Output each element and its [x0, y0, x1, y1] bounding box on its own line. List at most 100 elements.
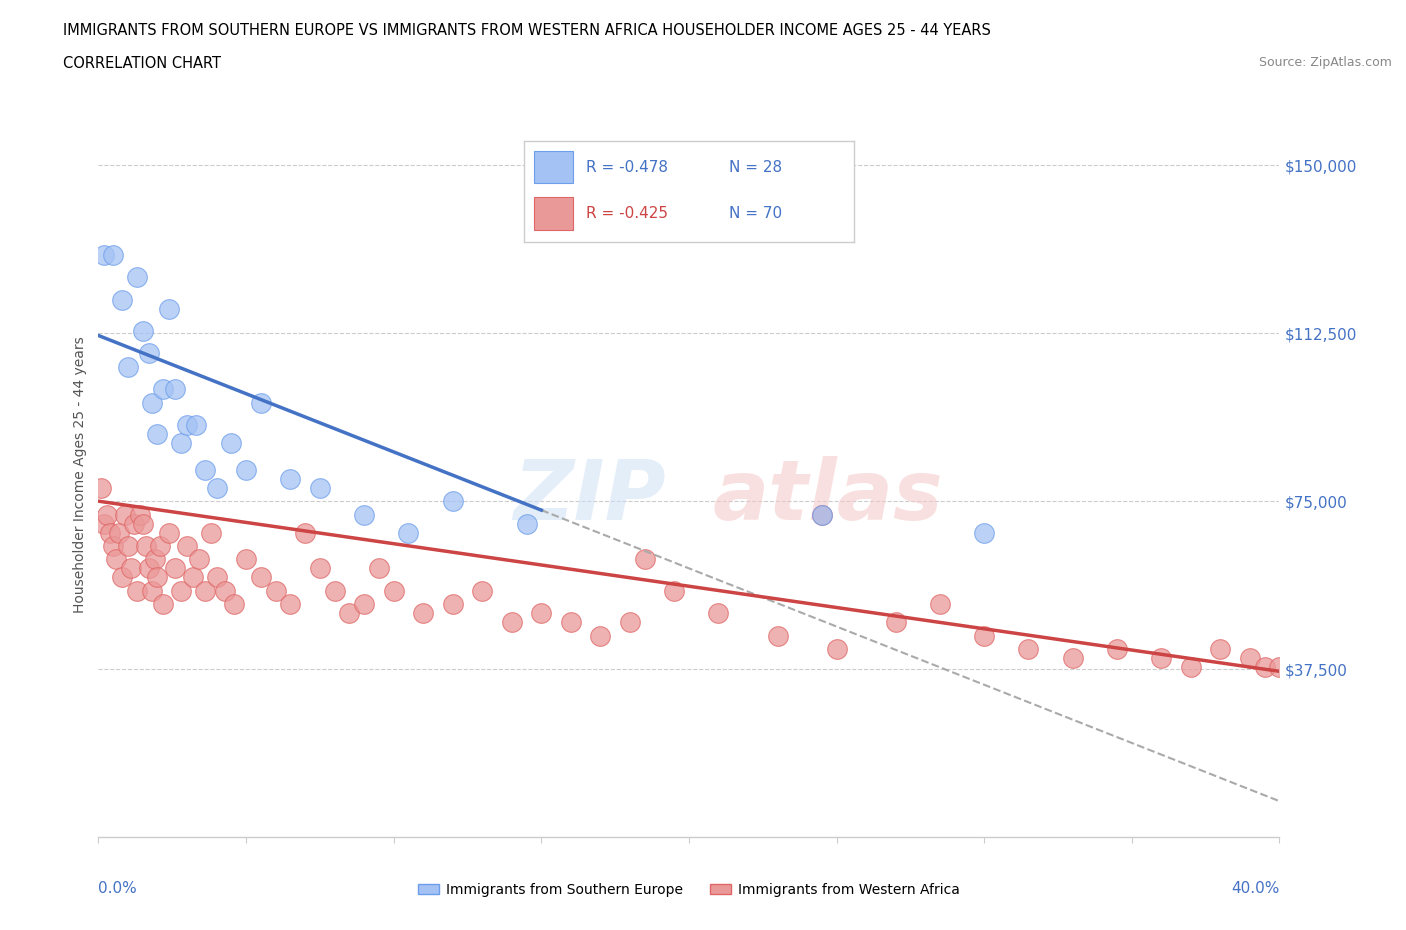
- Point: [884, 615, 907, 630]
- Point: [135, 538, 157, 553]
- Point: [93, 247, 115, 262]
- Point: [1062, 650, 1084, 665]
- Point: [530, 605, 553, 620]
- Point: [132, 516, 155, 531]
- Point: [1268, 659, 1291, 674]
- Point: [103, 538, 125, 553]
- Point: [187, 551, 209, 566]
- Point: [1239, 650, 1261, 665]
- Point: [235, 462, 257, 477]
- Point: [108, 525, 131, 540]
- Point: [111, 292, 134, 307]
- Point: [1180, 659, 1202, 674]
- Point: [471, 583, 494, 598]
- Point: [309, 561, 332, 576]
- Text: 0.0%: 0.0%: [98, 881, 138, 896]
- Point: [143, 551, 166, 566]
- Point: [96, 507, 118, 522]
- Text: atlas: atlas: [713, 456, 943, 537]
- Point: [181, 570, 204, 585]
- Point: [398, 525, 420, 540]
- Point: [382, 583, 405, 598]
- Point: [176, 418, 198, 432]
- Point: [250, 395, 273, 410]
- Y-axis label: Householder Income Ages 25 - 44 years: Householder Income Ages 25 - 44 years: [73, 336, 87, 613]
- Point: [122, 516, 145, 531]
- Point: [141, 395, 163, 410]
- Point: [103, 247, 125, 262]
- Point: [929, 597, 952, 612]
- Point: [264, 583, 287, 598]
- Text: 40.0%: 40.0%: [1232, 881, 1279, 896]
- Point: [105, 551, 128, 566]
- Point: [114, 507, 136, 522]
- Point: [353, 597, 375, 612]
- Point: [825, 642, 848, 657]
- Point: [93, 516, 115, 531]
- Point: [138, 561, 160, 576]
- Point: [1107, 642, 1129, 657]
- Point: [707, 605, 730, 620]
- Point: [811, 507, 834, 522]
- Point: [973, 525, 995, 540]
- Point: [146, 427, 169, 442]
- Point: [221, 435, 243, 450]
- Point: [516, 516, 538, 531]
- Point: [214, 583, 236, 598]
- Point: [441, 494, 464, 509]
- Point: [280, 597, 302, 612]
- Point: [205, 570, 228, 585]
- Point: [176, 538, 198, 553]
- Point: [973, 628, 995, 643]
- Point: [165, 382, 187, 397]
- Point: [152, 382, 174, 397]
- Point: [589, 628, 612, 643]
- Point: [323, 583, 346, 598]
- Point: [619, 615, 641, 630]
- Legend: Immigrants from Southern Europe, Immigrants from Western Africa: Immigrants from Southern Europe, Immigra…: [412, 878, 966, 903]
- Point: [200, 525, 222, 540]
- Point: [138, 346, 160, 361]
- Point: [111, 570, 134, 585]
- Point: [560, 615, 582, 630]
- Point: [205, 480, 228, 495]
- Point: [125, 583, 148, 598]
- Point: [368, 561, 391, 576]
- Point: [339, 605, 361, 620]
- Point: [194, 583, 217, 598]
- Text: IMMIGRANTS FROM SOUTHERN EUROPE VS IMMIGRANTS FROM WESTERN AFRICA HOUSEHOLDER IN: IMMIGRANTS FROM SOUTHERN EUROPE VS IMMIG…: [63, 23, 991, 38]
- Text: CORRELATION CHART: CORRELATION CHART: [63, 56, 221, 71]
- Point: [157, 301, 180, 316]
- Point: [98, 525, 121, 540]
- Point: [149, 538, 172, 553]
- Point: [165, 561, 187, 576]
- Point: [634, 551, 657, 566]
- Text: Source: ZipAtlas.com: Source: ZipAtlas.com: [1258, 56, 1392, 69]
- Point: [194, 462, 217, 477]
- Point: [132, 324, 155, 339]
- Point: [128, 507, 150, 522]
- Point: [125, 270, 148, 285]
- Point: [170, 583, 193, 598]
- Point: [170, 435, 193, 450]
- Point: [501, 615, 523, 630]
- Point: [294, 525, 316, 540]
- Point: [441, 597, 464, 612]
- Point: [235, 551, 257, 566]
- Point: [412, 605, 434, 620]
- Point: [224, 597, 246, 612]
- Point: [811, 507, 834, 522]
- Point: [184, 418, 207, 432]
- Point: [353, 507, 375, 522]
- Point: [120, 561, 142, 576]
- Text: ZIP: ZIP: [513, 456, 665, 537]
- Point: [90, 480, 112, 495]
- Point: [152, 597, 174, 612]
- Point: [1018, 642, 1040, 657]
- Point: [280, 472, 302, 486]
- Point: [117, 359, 139, 374]
- Point: [1209, 642, 1232, 657]
- Point: [1254, 659, 1277, 674]
- Point: [141, 583, 163, 598]
- Point: [157, 525, 180, 540]
